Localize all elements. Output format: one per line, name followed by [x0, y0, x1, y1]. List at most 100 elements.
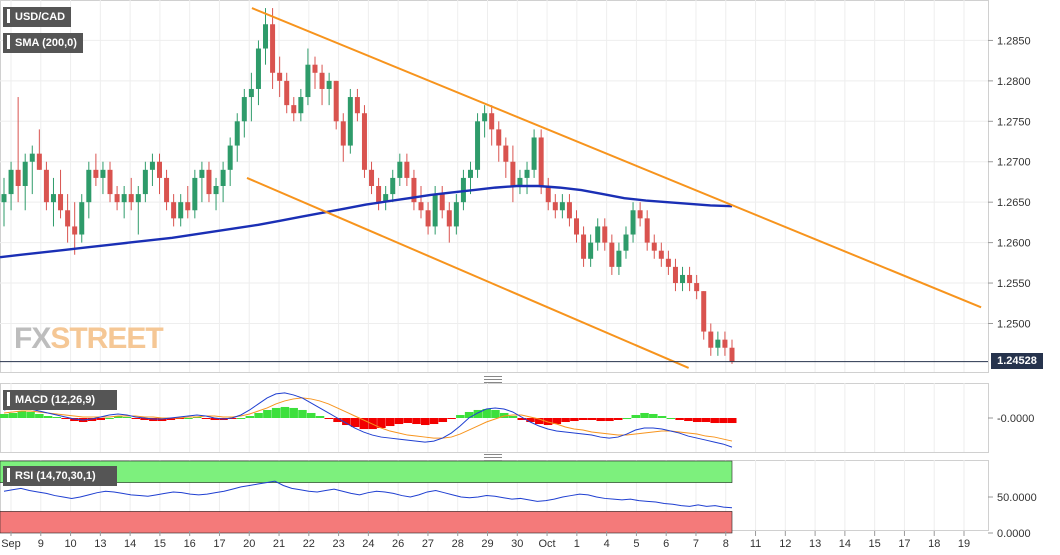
macd-histogram-bar: [456, 414, 465, 418]
x-tick-label: 30: [511, 538, 523, 550]
macd-histogram-bar: [613, 418, 623, 421]
macd-histogram-bar: [561, 418, 570, 423]
macd-histogram-bar: [701, 418, 711, 423]
candle-body-up: [347, 97, 353, 146]
macd-histogram-bar: [263, 409, 272, 418]
macd-histogram-bar: [657, 415, 667, 418]
candle-body-up: [178, 202, 184, 219]
candle-body-up: [1, 194, 7, 203]
candle-body-down: [185, 202, 191, 211]
pane-resize-handle-rsi[interactable]: [484, 454, 502, 461]
macd-histogram-bar: [447, 418, 456, 420]
x-tick-label: 15: [154, 538, 166, 550]
y-tick-label: 1.2500: [997, 318, 1031, 330]
rsi-plot: [0, 460, 733, 534]
pane-resize-handle-macd[interactable]: [484, 376, 502, 383]
candle-body-down: [708, 331, 714, 348]
macd-histogram-bar: [684, 418, 693, 422]
x-tick-label: 26: [392, 538, 404, 550]
candle-body-up: [432, 194, 438, 227]
macd-histogram-bar: [482, 408, 491, 418]
x-tick-label: 10: [64, 538, 76, 550]
y-tick-label: 1.2800: [997, 76, 1031, 88]
y-tick-label: 1.2700: [997, 157, 1031, 169]
macd-histogram-bar: [0, 413, 9, 418]
rsi-line: [3, 480, 733, 509]
candle-body-down: [510, 161, 516, 186]
sma-200-line: [0, 184, 733, 259]
candle-body-up: [517, 177, 523, 186]
macd-histogram-bar: [192, 416, 202, 418]
candle-body-down: [503, 145, 509, 162]
candle-body-down: [665, 258, 671, 267]
macd-histogram-bar: [728, 418, 737, 424]
macd-histogram-bar: [473, 409, 483, 418]
macd-histogram-bar: [394, 418, 404, 425]
rsi-oversold-zone: [0, 511, 733, 534]
x-tick-label: 7: [693, 538, 699, 550]
macd-histogram-bar: [508, 415, 518, 418]
candle-body-down: [701, 291, 707, 332]
macd-histogram-bar: [622, 418, 632, 419]
candle-body-down: [277, 72, 283, 81]
candle-body-up: [149, 161, 155, 170]
candle-body-down: [602, 226, 608, 243]
candle-body-up: [79, 202, 85, 235]
x-tick-label: 17: [898, 538, 910, 550]
candle-body-up: [298, 97, 304, 114]
macd-legend: MACD (12,26,9): [3, 390, 117, 410]
candle-body-down: [114, 194, 120, 203]
candle-body-down: [446, 210, 452, 227]
macd-histogram-bar: [254, 412, 263, 418]
candle-body-down: [107, 169, 113, 195]
x-tick-label: 19: [958, 538, 970, 550]
candle-body-down: [637, 210, 643, 219]
candle-body-up: [595, 226, 601, 243]
macd-histogram-bar: [96, 418, 105, 421]
macd-histogram-bar: [105, 418, 114, 419]
candle-body-down: [538, 137, 544, 186]
macd-histogram-bar: [578, 418, 588, 421]
candle-body-up: [142, 169, 148, 195]
x-tick-label: 16: [184, 538, 196, 550]
macd-histogram-bar: [385, 418, 395, 427]
candle-body-down: [425, 210, 431, 227]
candle-body-down: [439, 194, 445, 211]
x-tick-label: 21: [273, 538, 285, 550]
macd-histogram-bar: [570, 418, 579, 422]
candle-body-down: [354, 97, 360, 114]
x-tick-label: 1: [574, 538, 580, 550]
macd-histogram-bar: [526, 418, 535, 423]
y-tick-label: 1.2850: [997, 35, 1031, 47]
x-tick-label: 15: [869, 538, 881, 550]
candle-body-up: [715, 339, 721, 348]
macd-plot: [0, 392, 737, 448]
candle-body-down: [156, 161, 162, 178]
candle-body-up: [263, 24, 269, 49]
rsi-overbought-zone: [0, 460, 733, 483]
candle-body-up: [248, 88, 254, 98]
macd-histogram-bar: [201, 418, 211, 420]
macd-histogram-bar: [675, 418, 684, 421]
candle-body-down: [312, 64, 318, 73]
macd-histogram-bar: [280, 406, 290, 418]
x-tick-label: 24: [362, 538, 374, 550]
x-tick-label: 5: [633, 538, 639, 550]
macd-histogram-bar: [236, 418, 246, 419]
candle-body-up: [241, 97, 247, 122]
candle-body-down: [65, 210, 71, 227]
macd-histogram-bar: [175, 418, 184, 420]
candle-body-up: [588, 242, 594, 259]
candle-body-down: [369, 169, 375, 186]
macd-histogram-bar: [342, 418, 351, 426]
macd-histogram-bar: [26, 411, 35, 418]
macd-histogram-bar: [61, 418, 70, 420]
fxstreet-logo: FXSTREET: [14, 322, 164, 356]
last-price-tag: 1.24528: [991, 353, 1043, 369]
macd-histogram-bar: [157, 418, 167, 422]
axes: Sep 9 10 13 14 15 16 17 20 21 22 23 24 26 27 28 29 30 Oct 1…: [1, 35, 1037, 550]
macd-histogram-bar: [140, 418, 149, 421]
rsi-y-tick-label: 0.0000: [997, 528, 1031, 540]
candle-body-up: [623, 234, 629, 251]
symbol-legend: USD/CAD: [3, 7, 72, 27]
